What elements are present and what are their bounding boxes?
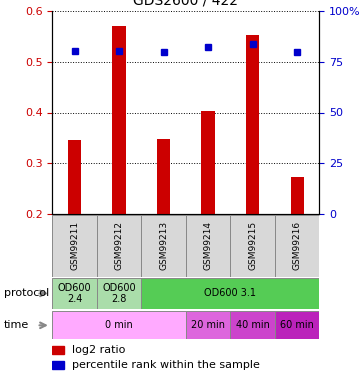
Text: 60 min: 60 min (280, 320, 314, 330)
Text: OD600 3.1: OD600 3.1 (204, 288, 256, 298)
Bar (97, 278, 142, 309)
Text: GSM99213: GSM99213 (159, 221, 168, 270)
Bar (68, 140, 81, 214)
Bar (52, 346, 64, 354)
Bar (186, 215, 230, 277)
Bar (142, 215, 186, 277)
Bar (230, 215, 275, 277)
Bar (157, 139, 170, 214)
Text: OD600
2.8: OD600 2.8 (102, 283, 136, 304)
Bar (52, 278, 97, 309)
Text: 0 min: 0 min (105, 320, 133, 330)
Bar (246, 35, 259, 214)
Bar (291, 177, 304, 214)
Bar (97, 215, 142, 277)
Text: GSM99211: GSM99211 (70, 221, 79, 270)
Bar (201, 111, 215, 214)
Bar (52, 215, 97, 277)
Bar (275, 311, 319, 339)
Text: time: time (4, 320, 29, 330)
Bar (230, 311, 275, 339)
Bar (52, 311, 186, 339)
Text: GSM99215: GSM99215 (248, 221, 257, 270)
Text: OD600
2.4: OD600 2.4 (58, 283, 91, 304)
Text: log2 ratio: log2 ratio (72, 345, 126, 355)
Bar (142, 278, 319, 309)
Text: GSM99212: GSM99212 (115, 221, 123, 270)
Bar (112, 26, 126, 214)
Text: protocol: protocol (4, 288, 49, 298)
Text: GSM99216: GSM99216 (293, 221, 302, 270)
Bar (275, 215, 319, 277)
Bar (186, 311, 230, 339)
Bar (52, 361, 64, 369)
Text: GSM99214: GSM99214 (204, 221, 213, 270)
Text: 40 min: 40 min (236, 320, 270, 330)
Title: GDS2600 / 422: GDS2600 / 422 (134, 0, 238, 7)
Text: 20 min: 20 min (191, 320, 225, 330)
Text: percentile rank within the sample: percentile rank within the sample (72, 360, 260, 370)
